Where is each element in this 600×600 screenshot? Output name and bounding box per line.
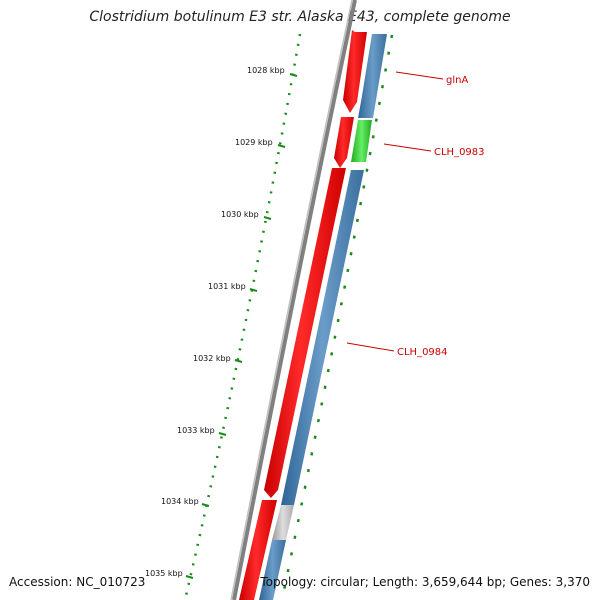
map-title: Clostridium botulinum E3 str. Alaska E43… [89, 9, 511, 25]
gene-label-glnA: glnA [446, 75, 468, 86]
tick-label-1028: 1028 kbp [247, 66, 285, 75]
callout-line-CLH-0984 [346, 342, 395, 352]
tick-label-1034: 1034 kbp [161, 497, 199, 506]
accession-label: Accession: NC_010723 [9, 575, 146, 589]
genome-summary-label: Topology: circular; Length: 3,659,644 bp… [260, 575, 590, 589]
cds-red-glnA [343, 30, 367, 113]
gene-label-CLH-0984: CLH_0984 [397, 347, 448, 358]
backbone-line [232, 0, 357, 600]
tick-label-1030: 1030 kbp [221, 210, 259, 219]
callout-line-glnA [395, 71, 444, 80]
inner-tick-track [280, 34, 394, 600]
tick-label-1033: 1033 kbp [177, 426, 215, 435]
cds-red-lower [239, 500, 277, 600]
cds-green-CLH-0983 [351, 120, 372, 162]
cds-red-mid [334, 117, 354, 168]
cds-blue-lower [259, 540, 286, 600]
cds-grey-lower [272, 505, 294, 540]
tick-label-1031: 1031 kbp [208, 282, 246, 291]
tick-label-1032: 1032 kbp [193, 354, 231, 363]
cds-red-long [264, 168, 346, 498]
cds-blue-top [358, 34, 387, 118]
tick-label-1029: 1029 kbp [235, 138, 273, 147]
ruler-ticks [185, 73, 298, 579]
tick-label-1035: 1035 kbp [145, 569, 183, 578]
callout-line-CLH-0983 [383, 143, 432, 152]
gene-label-CLH-0983: CLH_0983 [434, 147, 485, 158]
backbone-highlight [230, 0, 353, 600]
cds-blue-long [281, 170, 364, 505]
